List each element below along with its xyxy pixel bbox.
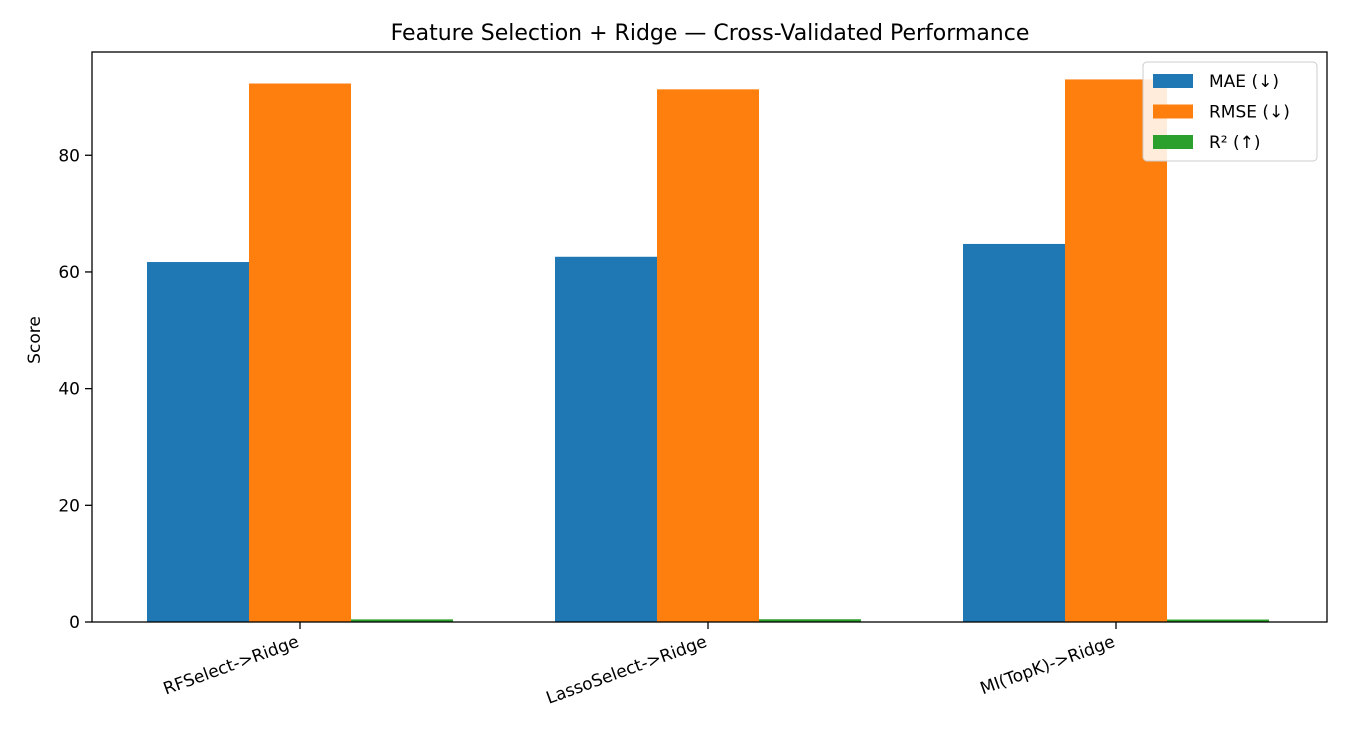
bar-1-0: [249, 83, 351, 622]
legend-swatch: [1153, 104, 1193, 119]
y-tick-label: 40: [58, 380, 80, 400]
x-axis: RFSelect->Ridge LassoSelect->Ridge MI(TopK…: [161, 622, 1118, 709]
bar-0-0: [147, 262, 249, 622]
legend-label: MAE (↓): [1209, 72, 1279, 92]
y-tick-label: 80: [58, 146, 80, 166]
bar-2-0: [351, 619, 453, 622]
x-tick-label: MI(TopK)->Ridge: [978, 632, 1118, 699]
legend-swatch: [1153, 74, 1193, 88]
bar-1-2: [1065, 79, 1167, 623]
x-tick-label: RFSelect->Ridge: [161, 632, 302, 700]
legend: MAE (↓) RMSE (↓) R² (↑): [1142, 61, 1318, 162]
y-tick-label: 60: [58, 263, 80, 283]
chart-title: Feature Selection + Ridge — Cross-Valida…: [391, 21, 1030, 46]
y-tick-label: 0: [69, 613, 80, 633]
y-axis-label: Score: [25, 316, 45, 364]
plot-frame: [91, 51, 1328, 623]
legend-label: RMSE (↓): [1209, 103, 1290, 123]
bar-2-1: [759, 619, 861, 622]
bar-2-2: [1167, 619, 1269, 622]
bar-1-1: [657, 89, 759, 622]
bar-0-1: [555, 256, 657, 622]
bar-0-2: [963, 243, 1065, 622]
x-tick-label: LassoSelect->Ridge: [544, 632, 710, 709]
y-axis: 0 20 40 60 80: [58, 146, 92, 633]
bars-group: [147, 79, 1269, 623]
legend-swatch: [1153, 135, 1193, 149]
y-tick-label: 20: [58, 496, 80, 516]
legend-label: R² (↑): [1209, 133, 1261, 153]
